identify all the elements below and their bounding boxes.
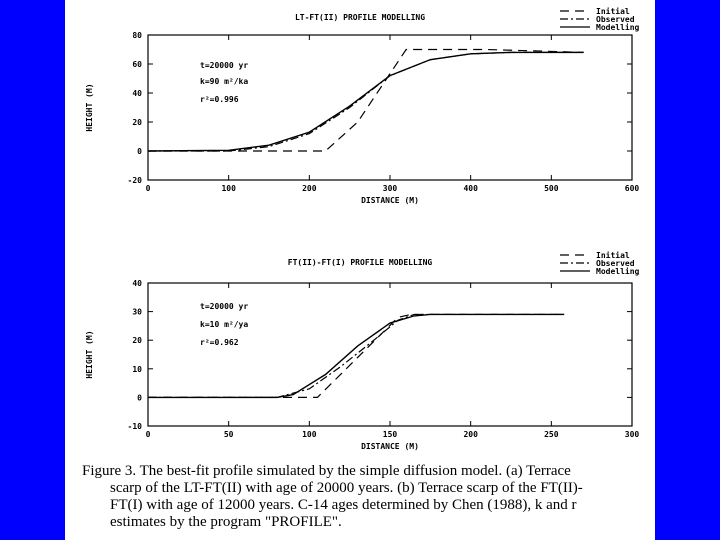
y-tick-label: 40 <box>132 279 142 288</box>
x-tick-label: 200 <box>302 184 317 193</box>
y-tick-label: -10 <box>128 422 143 431</box>
caption-line: estimates by the program "PROFILE". <box>110 514 342 530</box>
annotation: t=20000 yr <box>200 302 248 311</box>
legend-label: Observed <box>596 15 635 24</box>
y-tick-label: 20 <box>132 336 142 345</box>
x-tick-label: 300 <box>383 184 398 193</box>
x-tick-label: 300 <box>625 430 640 439</box>
x-tick-label: 500 <box>544 184 559 193</box>
figure-page <box>65 0 655 540</box>
x-axis-label: DISTANCE (M) <box>361 442 419 451</box>
plot-frame <box>147 34 633 181</box>
legend-label: Modelling <box>596 266 640 276</box>
annotation: t=20000 yr <box>200 61 248 70</box>
y-tick-label: 60 <box>132 60 142 69</box>
y-axis-label: HEIGHT (M) <box>85 83 94 131</box>
caption-line: Figure 3. The best-fit profile simulated… <box>82 463 571 479</box>
legend-label: Initial <box>596 250 630 260</box>
x-tick-label: 400 <box>463 184 478 193</box>
series-line-modelling <box>148 313 565 399</box>
y-tick-label: 10 <box>132 365 142 374</box>
x-tick-label: 250 <box>544 430 559 439</box>
legend-label: Observed <box>596 259 635 268</box>
x-tick-label: 0 <box>146 184 151 193</box>
caption-line: scarp of the LT-FT(II) with age of 20000… <box>110 480 583 496</box>
y-tick-label: -20 <box>128 176 143 185</box>
x-tick-label: 600 <box>625 184 640 193</box>
chart-title: LT-FT(II) PROFILE MODELLING <box>295 13 425 22</box>
y-tick-label: 20 <box>132 118 142 127</box>
annotation: r²=0.962 <box>200 338 239 347</box>
annotation: k=90 m²/ka <box>200 77 248 86</box>
caption-line: FT(I) with age of 12000 years. C-14 ages… <box>110 497 577 513</box>
annotation: k=10 m²/ya <box>200 320 248 329</box>
figure-caption: Figure 3. The best-fit profile simulated… <box>82 463 642 531</box>
legend-label: Modelling <box>596 22 640 32</box>
y-tick-label: 0 <box>137 393 142 402</box>
annotation: r²=0.996 <box>200 95 239 104</box>
y-tick-label: 30 <box>132 308 142 317</box>
chart-title: FT(II)-FT(I) PROFILE MODELLING <box>288 258 433 267</box>
x-tick-label: 100 <box>221 184 236 193</box>
x-tick-label: 200 <box>463 430 478 439</box>
series-line-modelling <box>147 51 584 152</box>
x-tick-label: 150 <box>383 430 398 439</box>
series-line-observed <box>148 51 584 152</box>
y-tick-label: 40 <box>132 89 142 98</box>
x-tick-label: 50 <box>224 430 234 439</box>
x-tick-label: 100 <box>302 430 317 439</box>
x-axis-label: DISTANCE (M) <box>361 196 419 205</box>
y-tick-label: 0 <box>137 147 142 156</box>
legend-label: Initial <box>596 6 630 16</box>
y-tick-label: 80 <box>132 31 142 40</box>
y-axis-label: HEIGHT (M) <box>85 330 94 378</box>
x-tick-label: 0 <box>146 430 151 439</box>
